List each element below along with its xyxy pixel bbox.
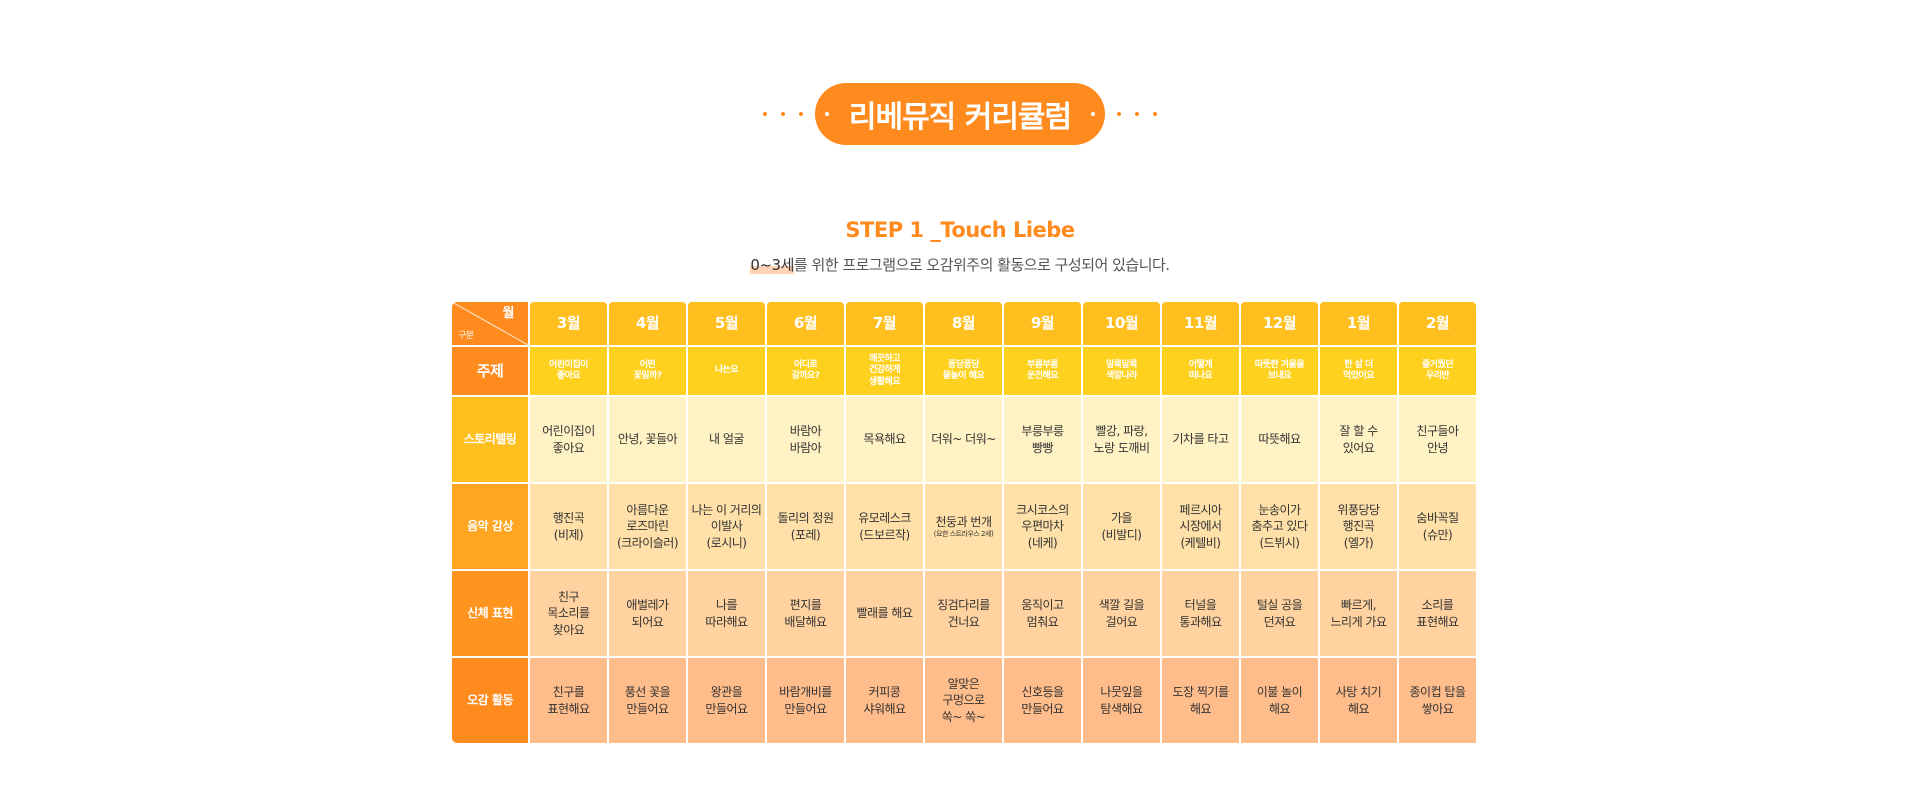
page-title: 리베뮤직 커리큘럼: [848, 100, 1072, 135]
table-cell: 소리를 표현해요: [1399, 571, 1476, 656]
month-header: 6월: [767, 302, 844, 345]
title-pill: 리베뮤직 커리큘럼: [814, 83, 1106, 145]
table-cell: 잘 할 수 있어요: [1320, 397, 1397, 482]
table-cell: 가을 (비발디): [1083, 484, 1160, 569]
right-dots: [1117, 112, 1158, 116]
row-header: 주제: [452, 347, 528, 395]
row-header: 신체 표현: [452, 571, 528, 656]
table-cell: 애벌레가 되어요: [609, 571, 686, 656]
table-cell: 어린이집이 좋아요: [530, 347, 607, 395]
row-header: 음악 감상: [452, 484, 528, 569]
month-header: 1월: [1320, 302, 1397, 345]
music-title: 천둥과 번개: [935, 514, 992, 529]
table-cell: 부릉부릉 빵빵: [1004, 397, 1081, 482]
table-cell: 따뜻해요: [1241, 397, 1318, 482]
table-cell: 왕관을 만들어요: [688, 658, 765, 743]
table-cell: 부릉부릉 운전해요: [1004, 347, 1081, 395]
table-cell: 아름다운 로즈마린 (크라이슬러): [609, 484, 686, 569]
month-header: 8월: [925, 302, 1002, 345]
table-cell: 빨강, 파랑, 노랑 도깨비: [1083, 397, 1160, 482]
step-title: STEP 1 _Touch Liebe: [845, 218, 1075, 242]
music-composer-note: (요한 스트라우스 2세): [933, 529, 994, 538]
table-cell: 색깔 길을 걸어요: [1083, 571, 1160, 656]
table-cell: 신호등을 만들어요: [1004, 658, 1081, 743]
table-cell: 친구들아 안녕: [1399, 397, 1476, 482]
table-cell: 내 얼굴: [688, 397, 765, 482]
table-cell: 목욕해요: [846, 397, 923, 482]
table-cell: 어떤 꽃일까?: [609, 347, 686, 395]
table-cell: 움직이고 멈춰요: [1004, 571, 1081, 656]
month-header: 3월: [530, 302, 607, 345]
table-cell: 따뜻한 겨울을 보내요: [1241, 347, 1318, 395]
month-header: 12월: [1241, 302, 1318, 345]
corner-diagonal: [452, 302, 528, 345]
corner-category-label: 구분: [458, 330, 474, 341]
table-cell: 털실 공을 던져요: [1241, 571, 1318, 656]
table-cell: 나를 따라해요: [688, 571, 765, 656]
table-cell: 빨래를 해요: [846, 571, 923, 656]
table-cell: 퐁당퐁당 물놀이 해요: [925, 347, 1002, 395]
table-cell: 어디로 갈까요?: [767, 347, 844, 395]
table-cell: 위풍당당 행진곡 (엘가): [1320, 484, 1397, 569]
table-cell: 행진곡 (비제): [530, 484, 607, 569]
table-cell: 이불 놀이 해요: [1241, 658, 1318, 743]
corner-month-label: 월: [502, 306, 515, 321]
table-cell: 기차를 타고: [1162, 397, 1239, 482]
table-cell: 알록달록 색깔나라: [1083, 347, 1160, 395]
month-header: 2월: [1399, 302, 1476, 345]
table-cell: 징검다리를 건너요: [925, 571, 1002, 656]
table-cell: 즐거웠던 우리반: [1399, 347, 1476, 395]
table-cell: 안녕, 꽃들아: [609, 397, 686, 482]
table-cell: 돌리의 정원 (포레): [767, 484, 844, 569]
table-cell: 빠르게, 느리게 가요: [1320, 571, 1397, 656]
table-cell: 한 살 더 먹었어요: [1320, 347, 1397, 395]
table-cell: 커피콩 샤워해요: [846, 658, 923, 743]
month-header: 4월: [609, 302, 686, 345]
table-cell: 어떻게 떠나요: [1162, 347, 1239, 395]
table-cell: 터널을 통과해요: [1162, 571, 1239, 656]
description-text: 를 위한 프로그램으로 오감위주의 활동으로 구성되어 있습니다.: [793, 256, 1170, 274]
month-header: 7월: [846, 302, 923, 345]
table-cell: 더워~ 더워~: [925, 397, 1002, 482]
table-cell: 편지를 배달해요: [767, 571, 844, 656]
table-cell: 바람개비를 만들어요: [767, 658, 844, 743]
month-header: 5월: [688, 302, 765, 345]
table-cell: 어린이집이 좋아요: [530, 397, 607, 482]
title-area: 리베뮤직 커리큘럼: [0, 82, 1920, 146]
table-cell: 나뭇잎을 탐색해요: [1083, 658, 1160, 743]
table-cell: 페르시아 시장에서 (케텔비): [1162, 484, 1239, 569]
table-cell: 깨끗하고 건강하게 생활해요: [846, 347, 923, 395]
table-cell: 천둥과 번개 (요한 스트라우스 2세): [925, 484, 1002, 569]
table-cell: 눈송이가 춤추고 있다 (드뷔시): [1241, 484, 1318, 569]
row-header: 오감 활동: [452, 658, 528, 743]
table-cell: 나는 이 거리의 이발사 (로시니): [688, 484, 765, 569]
table-cell: 숨바꼭질 (슈만): [1399, 484, 1476, 569]
month-header: 10월: [1083, 302, 1160, 345]
table-cell: 사탕 치기 해요: [1320, 658, 1397, 743]
month-header: 9월: [1004, 302, 1081, 345]
table-cell: 친구를 표현해요: [530, 658, 607, 743]
table-cell: 크시코스의 우편마차 (네케): [1004, 484, 1081, 569]
month-header: 11월: [1162, 302, 1239, 345]
table-cell: 바람아 바람아: [767, 397, 844, 482]
age-highlight: 0~3세: [750, 256, 794, 274]
table-cell: 알맞은 구멍으로 쏙~ 쏙~: [925, 658, 1002, 743]
table-cell: 친구 목소리를 찾아요: [530, 571, 607, 656]
table-corner-header: 월 구분: [452, 302, 528, 345]
left-dots: [762, 112, 803, 116]
row-header: 스토리텔링: [452, 397, 528, 482]
table-cell: 유모레스크 (드보르작): [846, 484, 923, 569]
table-cell: 도장 찍기를 해요: [1162, 658, 1239, 743]
step-description: 0~3세를 위한 프로그램으로 오감위주의 활동으로 구성되어 있습니다.: [0, 254, 1920, 275]
table-cell: 나는요: [688, 347, 765, 395]
table-cell: 풍선 꽃을 만들어요: [609, 658, 686, 743]
table-cell: 종이컵 탑을 쌓아요: [1399, 658, 1476, 743]
